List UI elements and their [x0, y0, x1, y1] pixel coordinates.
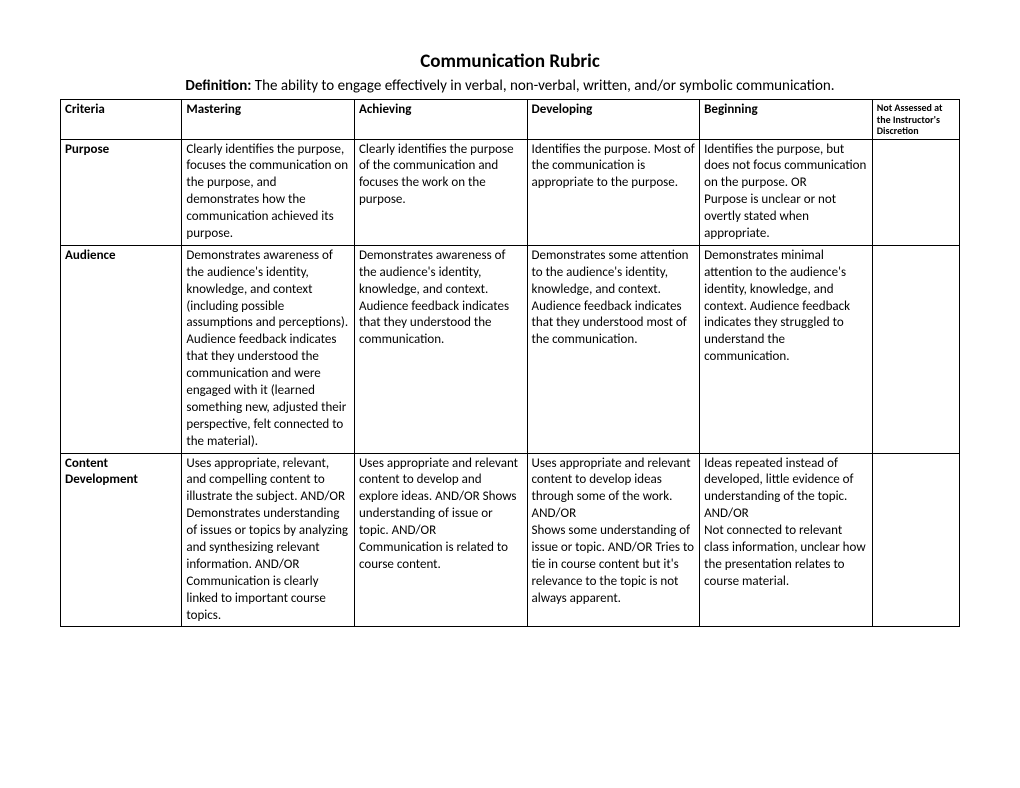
cell-achieving: Demonstrates awareness of the audience's…	[354, 245, 527, 453]
cell-criteria: Content Development	[61, 453, 182, 627]
definition-label: Definition:	[185, 77, 251, 95]
cell-not_assessed	[872, 245, 959, 453]
cell-developing: Demonstrates some attention to the audie…	[527, 245, 700, 453]
table-row: PurposeClearly identifies the purpose, f…	[61, 139, 960, 245]
cell-beginning: Demonstrates minimal attention to the au…	[700, 245, 873, 453]
cell-mastering: Clearly identifies the purpose, focuses …	[182, 139, 355, 245]
header-mastering: Mastering	[182, 100, 355, 140]
cell-beginning: Identifies the purpose, but does not foc…	[700, 139, 873, 245]
rubric-table: Criteria Mastering Achieving Developing …	[60, 99, 960, 627]
table-row: AudienceDemonstrates awareness of the au…	[61, 245, 960, 453]
definition-line: Definition: The ability to engage effect…	[60, 77, 960, 95]
cell-achieving: Uses appropriate and relevant content to…	[354, 453, 527, 627]
table-header-row: Criteria Mastering Achieving Developing …	[61, 100, 960, 140]
cell-criteria: Audience	[61, 245, 182, 453]
table-row: Content DevelopmentUses appropriate, rel…	[61, 453, 960, 627]
page-title: Communication Rubric	[60, 50, 960, 73]
cell-criteria: Purpose	[61, 139, 182, 245]
cell-mastering: Uses appropriate, relevant, and compelli…	[182, 453, 355, 627]
cell-not_assessed	[872, 453, 959, 627]
header-achieving: Achieving	[354, 100, 527, 140]
header-developing: Developing	[527, 100, 700, 140]
cell-achieving: Clearly identifies the purpose of the co…	[354, 139, 527, 245]
cell-mastering: Demonstrates awareness of the audience's…	[182, 245, 355, 453]
cell-developing: Uses appropriate and relevant content to…	[527, 453, 700, 627]
cell-beginning: Ideas repeated instead of developed, lit…	[700, 453, 873, 627]
header-criteria: Criteria	[61, 100, 182, 140]
header-not-assessed: Not Assessed at the Instructor's Discret…	[872, 100, 959, 140]
cell-developing: Identifies the purpose. Most of the comm…	[527, 139, 700, 245]
cell-not_assessed	[872, 139, 959, 245]
header-beginning: Beginning	[700, 100, 873, 140]
definition-text: The ability to engage effectively in ver…	[251, 77, 834, 95]
